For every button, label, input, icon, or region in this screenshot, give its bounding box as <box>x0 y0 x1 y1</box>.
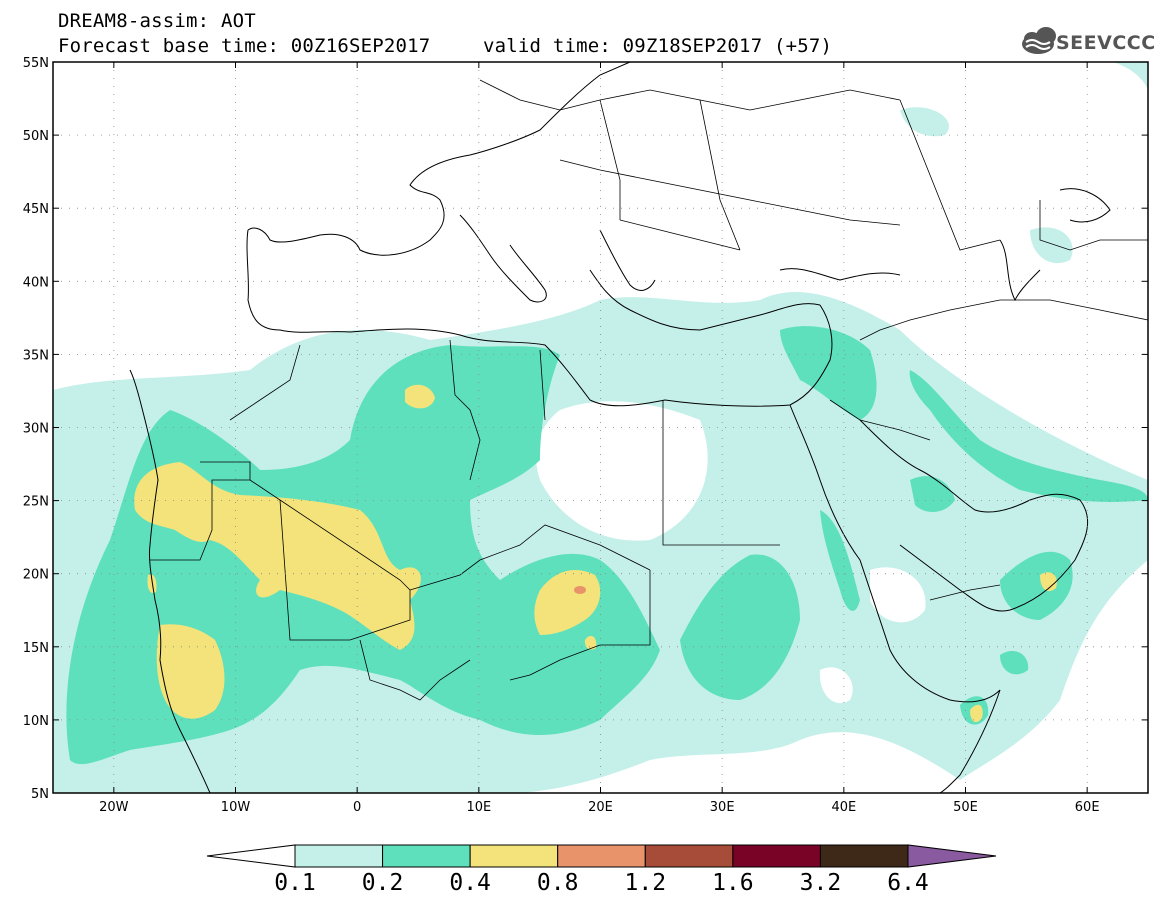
lon-tick-label: 10W <box>221 800 251 815</box>
colorbar-label: 1.6 <box>712 870 754 896</box>
lon-tick-label: 50E <box>953 800 978 815</box>
lon-tick-label: 0 <box>353 800 361 815</box>
valid-time: valid time: 09Z18SEP2017 (+57) <box>483 35 833 57</box>
aot-region-clear <box>536 401 926 704</box>
lat-tick-label: 25N <box>23 495 49 510</box>
lat-tick-label: 5N <box>31 787 49 802</box>
colorbar-segment <box>382 844 471 868</box>
lon-tick-label: 30E <box>710 800 735 815</box>
map-title: DREAM8-assim: AOT <box>58 10 256 32</box>
lon-tick-label: 20E <box>588 800 613 815</box>
colorbar-label: 6.4 <box>887 870 929 896</box>
lat-tick-label: 45N <box>23 202 49 217</box>
lon-tick-label: 40E <box>831 800 856 815</box>
colorbar-label: 0.4 <box>449 870 491 896</box>
colorbar-segment <box>557 844 646 868</box>
aot-region-peak <box>574 586 586 594</box>
colorbar-label: 0.2 <box>361 870 404 896</box>
colorbar-label: 0.8 <box>536 870 579 896</box>
colorbar-segment <box>819 844 909 868</box>
lat-tick-label: 40N <box>23 275 49 290</box>
colorbar-label: 0.1 <box>274 870 316 896</box>
lat-tick-label: 10N <box>23 714 49 729</box>
colorbar-segment <box>732 844 821 868</box>
colorbar-under-arrow <box>206 844 296 868</box>
lon-tick-label: 60E <box>1075 800 1100 815</box>
axis-ticks: 20W 10W 0 10E 20E 30E 40E 50E 60E 55N 50N 45N 40N 35N… <box>23 56 1148 815</box>
lat-tick-label: 50N <box>23 129 49 144</box>
coastlines <box>129 62 1111 793</box>
forecast-base-time: Forecast base time: 00Z16SEP2017 <box>58 35 431 57</box>
colorbar-label: 1.2 <box>624 870 667 896</box>
country-borders <box>150 79 1148 701</box>
lat-tick-label: 20N <box>23 568 49 583</box>
colorbar-label: 3.2 <box>799 870 842 896</box>
lon-tick-label: 20W <box>99 800 129 815</box>
cloud-icon <box>1022 27 1056 54</box>
colorbar-segment <box>644 844 734 868</box>
lon-tick-label: 10E <box>466 800 491 815</box>
lat-tick-label: 15N <box>23 641 49 656</box>
lat-tick-label: 35N <box>23 348 49 363</box>
colorbar-segment <box>469 844 559 868</box>
lat-tick-label: 55N <box>23 56 49 71</box>
logo-text: SEEVCCC <box>1056 32 1156 54</box>
lat-tick-label: 30N <box>23 422 49 437</box>
colorbar-segment <box>294 844 384 868</box>
colorbar <box>206 844 997 868</box>
colorbar-over-arrow <box>907 844 997 868</box>
